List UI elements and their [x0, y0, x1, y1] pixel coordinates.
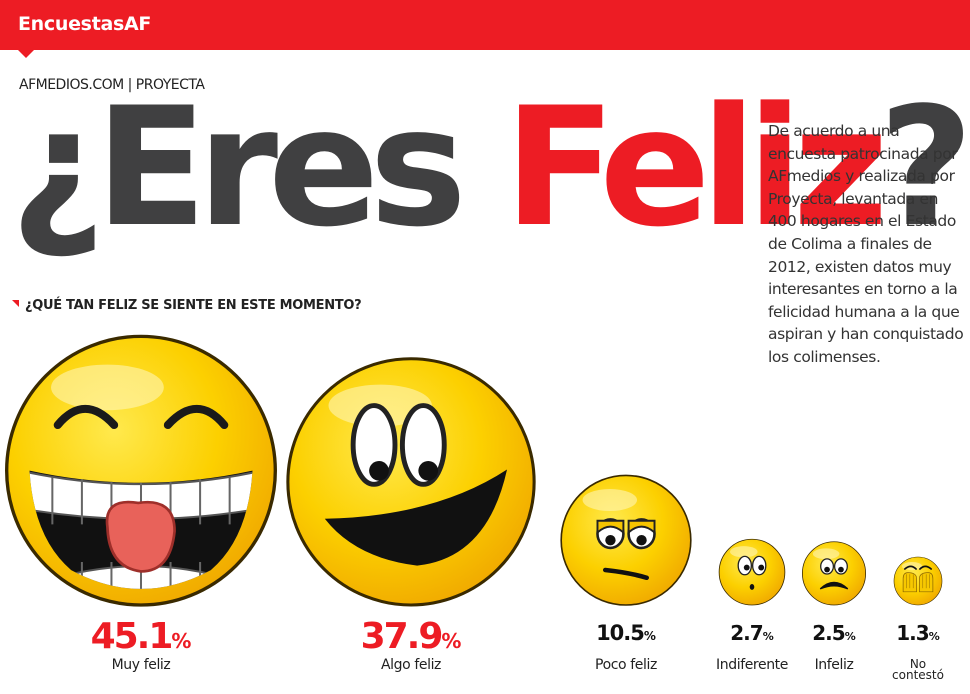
- category-label: Poco feliz: [595, 657, 657, 673]
- value-label: 45.1%: [91, 616, 192, 657]
- brand-title: EncuestasAF: [18, 13, 152, 35]
- smiley-sad: [560, 474, 692, 606]
- headline-part3: ?: [878, 72, 970, 263]
- value-label: 1.3%: [896, 621, 939, 645]
- category-label: Algo feliz: [381, 657, 441, 673]
- chart-title: ¿QUÉ TAN FELIZ SE SIENTE EN ESTE MOMENTO…: [12, 298, 362, 313]
- smiley-laughing: [5, 334, 277, 607]
- smiley-smiling: [286, 357, 536, 607]
- smiley-unhappy: [801, 541, 867, 606]
- chart-title-text: ¿QUÉ TAN FELIZ SE SIENTE EN ESTE MOMENTO…: [25, 298, 362, 313]
- source-credit: AFMEDIOS.COM | PROYECTA: [19, 77, 205, 93]
- category-label: No contestó: [892, 657, 944, 682]
- category-label: Muy feliz: [112, 657, 171, 673]
- value-label: 2.7%: [730, 621, 773, 645]
- category-label: Indiferente: [716, 657, 788, 673]
- value-label: 10.5%: [596, 621, 656, 645]
- smiley-hiding: [893, 556, 943, 606]
- headline-part1: ¿Eres: [10, 72, 504, 263]
- value-label: 37.9%: [361, 616, 462, 657]
- header-bar: EncuestasAF: [0, 0, 970, 58]
- category-label: Infeliz: [815, 657, 854, 673]
- headline-part2: Feliz: [503, 72, 888, 263]
- triangle-bullet-icon: [12, 300, 19, 307]
- smiley-indifferent: [718, 538, 786, 606]
- intro-paragraph: De acuerdo a una encuesta patrocinada po…: [768, 122, 964, 366]
- headline: ¿Eres Feliz?: [10, 86, 970, 250]
- header-notch: [18, 50, 34, 58]
- value-label: 2.5%: [812, 621, 855, 645]
